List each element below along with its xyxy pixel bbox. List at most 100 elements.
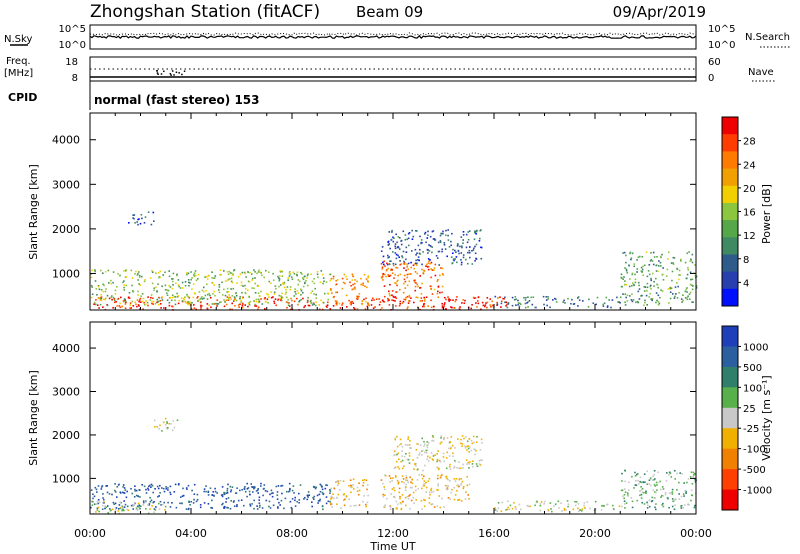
heatmap-cell: [322, 302, 325, 304]
heatmap-cell: [411, 238, 414, 240]
heatmap-cell: [433, 269, 435, 271]
heatmap-cell: [674, 478, 676, 480]
heatmap-cell: [416, 296, 419, 299]
heatmap-cell: [427, 305, 429, 307]
heatmap-cell: [625, 270, 628, 272]
heatmap-cell: [428, 502, 431, 504]
heatmap-cell: [241, 305, 244, 307]
heatmap-cell: [330, 495, 333, 498]
heatmap-cell: [397, 503, 399, 505]
heatmap-cell: [298, 280, 301, 283]
heatmap-cell: [296, 271, 299, 273]
heatmap-cell: [129, 307, 131, 309]
heatmap-cell: [563, 509, 566, 511]
y-tick-label: 1000: [52, 472, 80, 485]
heatmap-cell: [659, 296, 661, 299]
heatmap-cell: [244, 288, 247, 290]
heatmap-cell: [455, 256, 458, 258]
heatmap-cell: [648, 505, 651, 508]
heatmap-cell: [239, 303, 241, 306]
heatmap-cell: [446, 488, 449, 491]
nave-dip-point: [156, 70, 158, 72]
colorbar-tick-label: 4: [743, 278, 749, 289]
heatmap-cell: [403, 261, 406, 264]
heatmap-cell: [642, 481, 645, 484]
heatmap-cell: [149, 501, 152, 503]
heatmap-cell: [444, 248, 447, 250]
heatmap-cell: [405, 258, 407, 261]
heatmap-cell: [449, 468, 452, 470]
heatmap-cell: [431, 435, 434, 437]
heatmap-cell: [415, 499, 417, 501]
heatmap-cell: [318, 304, 320, 306]
heatmap-cell: [410, 499, 413, 502]
heatmap-cell: [695, 287, 698, 289]
heatmap-cell: [331, 292, 333, 294]
heatmap-cell: [414, 248, 417, 251]
heatmap-cell: [113, 503, 115, 505]
heatmap-cell: [645, 294, 648, 297]
heatmap-cell: [394, 450, 396, 453]
heatmap-cell: [432, 238, 435, 240]
heatmap-cell: [436, 453, 438, 455]
colorbar-swatch: [722, 202, 738, 221]
heatmap-cell: [358, 482, 360, 484]
heatmap-cell: [660, 488, 662, 491]
heatmap-cell: [467, 461, 469, 464]
heatmap-cell: [650, 478, 652, 480]
heatmap-cell: [433, 506, 436, 508]
heatmap-cell: [285, 296, 288, 299]
heatmap-cell: [90, 489, 93, 491]
heatmap-cell: [502, 297, 504, 300]
heatmap-cell: [436, 505, 439, 507]
heatmap-cell: [434, 454, 436, 456]
heatmap-cell: [257, 298, 260, 301]
heatmap-cell: [637, 301, 640, 304]
heatmap-cell: [248, 302, 250, 305]
heatmap-cell: [394, 245, 396, 248]
heatmap-cell: [116, 298, 119, 301]
heatmap-cell: [104, 271, 107, 273]
velocity-heatmap: [90, 417, 697, 515]
heatmap-cell: [686, 481, 688, 484]
heatmap-cell: [327, 292, 329, 294]
heatmap-cell: [121, 491, 124, 494]
heatmap-cell: [206, 308, 209, 311]
heatmap-cell: [481, 301, 484, 304]
heatmap-cell: [446, 451, 448, 454]
heatmap-cell: [271, 495, 274, 498]
heatmap-cell: [253, 499, 255, 502]
heatmap-cell: [153, 220, 155, 222]
heatmap-cell: [389, 481, 391, 483]
heatmap-cell: [98, 307, 100, 309]
heatmap-cell: [242, 297, 244, 300]
heatmap-cell: [159, 492, 161, 494]
heatmap-cell: [393, 487, 395, 489]
heatmap-cell: [224, 294, 227, 297]
heatmap-cell: [554, 297, 556, 300]
heatmap-cell: [382, 273, 385, 275]
heatmap-cell: [535, 501, 538, 504]
heatmap-cell: [208, 292, 210, 295]
heatmap-cell: [344, 498, 346, 501]
heatmap-cell: [623, 500, 626, 502]
heatmap-cell: [304, 496, 306, 499]
heatmap-cell: [257, 488, 259, 490]
heatmap-cell: [436, 489, 438, 491]
heatmap-cell: [658, 302, 661, 305]
heatmap-cell: [181, 281, 184, 284]
heatmap-cell: [624, 301, 626, 304]
heatmap-cell: [246, 488, 249, 490]
heatmap-cell: [289, 500, 292, 503]
heatmap-cell: [399, 263, 401, 266]
heatmap-cell: [207, 494, 210, 496]
heatmap-cell: [384, 474, 387, 477]
heatmap-cell: [406, 307, 409, 310]
heatmap-cell: [123, 289, 126, 291]
heatmap-cell: [388, 304, 391, 306]
heatmap-cell: [657, 286, 659, 289]
heatmap-cell: [441, 305, 444, 307]
heatmap-cell: [268, 505, 270, 508]
heatmap-cell: [433, 267, 436, 269]
heatmap-cell: [169, 286, 172, 288]
